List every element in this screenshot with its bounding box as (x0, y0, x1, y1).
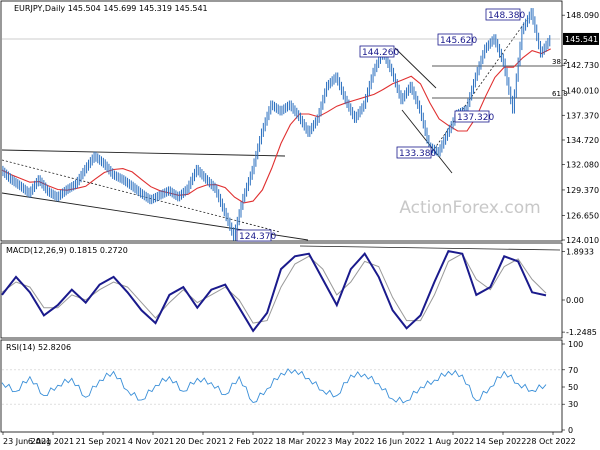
macd-tick-label: 0.00 (566, 296, 584, 305)
annotation-148380: 148.380 (485, 8, 525, 21)
channel-upper (1, 149, 286, 157)
rsi-panel (0, 339, 563, 433)
price-tick-label: 142.730 (566, 61, 599, 70)
x-tick-label: 1 Aug 2022 (428, 437, 474, 446)
x-tick-label: 16 Jun 2022 (377, 437, 425, 446)
price-tick-label: 137.370 (566, 111, 599, 120)
price-tick-label: 140.010 (566, 87, 599, 96)
macd-y-axis: 1.8933 0.00 -1.2485 (562, 247, 597, 337)
watermark: ActionForex.com (399, 198, 540, 218)
x-tick-label: 14 Sep 2022 (476, 437, 527, 446)
fib-618-label: 61.8 (552, 90, 568, 98)
x-tick-label: 4 Nov 2021 (128, 437, 174, 446)
rsi-tick-label: 30 (568, 400, 578, 409)
macd-top-line (299, 245, 561, 251)
rsi-tick-label: 70 (568, 366, 578, 375)
rsi-y-axis: 100 70 50 30 0 (2, 340, 583, 435)
rsi-tick-label: 50 (568, 383, 578, 392)
x-tick-label: 28 Oct 2022 (526, 437, 575, 446)
svg-text:148.380: 148.380 (488, 11, 525, 21)
x-tick-label: 18 Mar 2022 (276, 437, 327, 446)
rsi-tick-label: 100 (568, 340, 583, 349)
last-price-label: 145.541 (565, 35, 598, 44)
rsi-series (1, 368, 547, 404)
macd-tick-label: -1.2485 (566, 328, 597, 337)
x-tick-label: 6 Aug 2021 (28, 437, 74, 446)
price-series (1, 8, 551, 241)
price-tick-label: 132.080 (566, 161, 599, 170)
header-text: EURJPY,Daily 145.504 145.699 145.319 145… (14, 4, 208, 13)
price-header: EURJPY,Daily 145.504 145.699 145.319 145… (14, 4, 208, 13)
rise-dotted (431, 17, 529, 153)
svg-text:144.260: 144.260 (362, 48, 399, 58)
rsi-header: RSI(14) 52.8206 (6, 343, 71, 352)
last-price-tag (563, 32, 599, 45)
price-tick-label: 129.370 (566, 186, 599, 195)
x-tick-label: 21 Sep 2021 (76, 437, 127, 446)
macd-series (1, 249, 547, 333)
price-tick-label: 134.720 (566, 136, 599, 145)
price-tick-label: 126.650 (566, 211, 599, 220)
svg-text:124.370: 124.370 (239, 232, 276, 242)
fib-382-label: 38.2 (552, 58, 568, 66)
svg-text:133.380: 133.380 (399, 149, 436, 159)
x-tick-label: 2 Feb 2022 (229, 437, 274, 446)
x-tick-label: 20 Dec 2021 (175, 437, 226, 446)
macd-tick-label: 1.8933 (566, 247, 594, 256)
moving-average-line (1, 48, 551, 204)
fall-line-1 (394, 47, 437, 89)
svg-text:137.320: 137.320 (457, 113, 494, 123)
annotation-145620: 145.620 (437, 33, 477, 46)
rsi-tick-label: 0 (568, 426, 573, 435)
svg-text:145.620: 145.620 (440, 36, 477, 46)
price-tick-label: 148.090 (566, 11, 599, 20)
price-tick-label: 124.010 (566, 236, 599, 245)
macd-panel (0, 242, 563, 339)
annotation-144260: 144.260 (359, 45, 399, 58)
annotation-133380: 133.380 (396, 146, 436, 159)
rsi-line (1, 368, 547, 404)
annotation-124370: 124.370 (236, 229, 276, 242)
macd-line (1, 249, 547, 333)
x-tick-label: 3 May 2022 (327, 437, 374, 446)
x-tick-label: 23 Jun 2021 (3, 437, 51, 446)
annotation-137320: 137.320 (454, 110, 494, 123)
macd-header: MACD(12,26,9) 0.1815 0.2720 (6, 246, 128, 255)
